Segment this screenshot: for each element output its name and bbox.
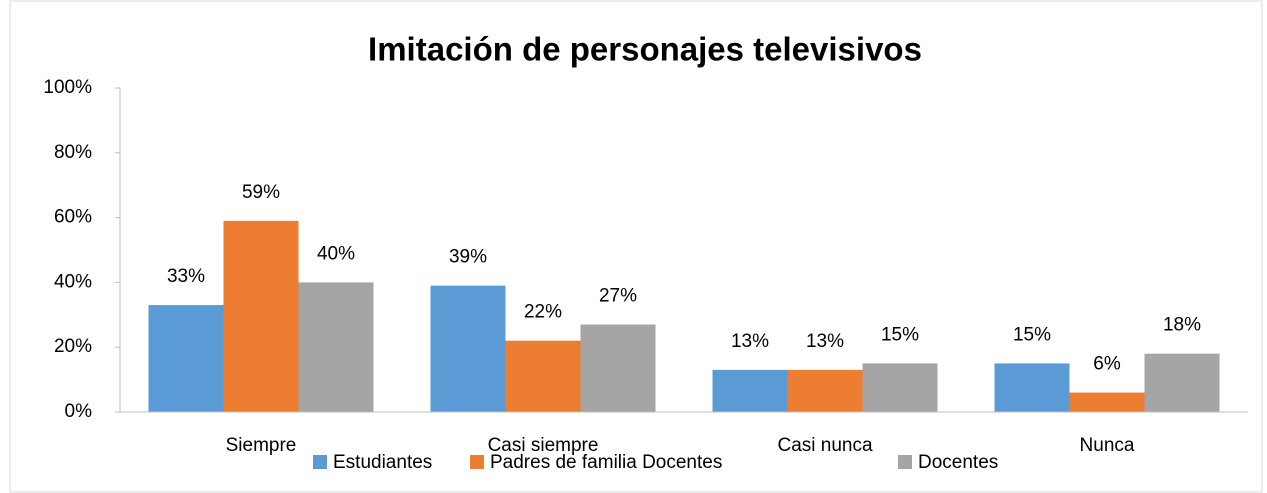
data-label: 33% — [167, 266, 205, 287]
data-label: 22% — [524, 302, 562, 323]
data-label: 27% — [599, 286, 637, 307]
data-label: 15% — [1013, 324, 1051, 345]
y-tick-label: 40% — [54, 271, 92, 292]
y-tick-label: 80% — [54, 142, 92, 163]
y-tick-label: 100% — [43, 77, 92, 98]
x-tick-label: Siempre — [226, 435, 297, 456]
bar — [712, 369, 788, 412]
legend-swatch — [898, 455, 912, 469]
x-tick-label: Nunca — [1080, 435, 1135, 456]
y-tick-label: 0% — [65, 401, 93, 422]
bar — [862, 363, 938, 412]
bar — [298, 282, 374, 412]
legend-swatch — [470, 455, 484, 469]
x-tick-label: Casi nunca — [777, 435, 872, 456]
data-label: 18% — [1163, 315, 1201, 336]
chart-border — [9, 0, 1263, 493]
data-label: 15% — [881, 324, 919, 345]
bar — [148, 305, 224, 412]
y-tick-label: 60% — [54, 207, 92, 228]
legend-label: Padres de familia Docentes — [490, 452, 722, 473]
data-label: 39% — [449, 247, 487, 268]
y-tick-label: 20% — [54, 336, 92, 357]
legend-swatch — [313, 455, 327, 469]
bar — [1069, 392, 1145, 412]
data-label: 13% — [731, 331, 769, 352]
legend-label: Estudiantes — [333, 452, 432, 473]
data-label: 40% — [317, 243, 355, 264]
data-label: 59% — [242, 182, 280, 203]
bar — [1144, 353, 1220, 412]
bar — [430, 285, 506, 412]
bar — [223, 220, 299, 412]
chart-title: Imitación de personajes televisivos — [368, 31, 922, 68]
data-label: 6% — [1093, 354, 1121, 375]
data-label: 13% — [806, 331, 844, 352]
bar — [580, 324, 656, 412]
bar — [994, 363, 1070, 412]
legend-label: Docentes — [918, 452, 998, 473]
bar — [787, 369, 863, 412]
bar — [505, 340, 581, 412]
x-tick-label: Casi siempre — [488, 435, 599, 456]
